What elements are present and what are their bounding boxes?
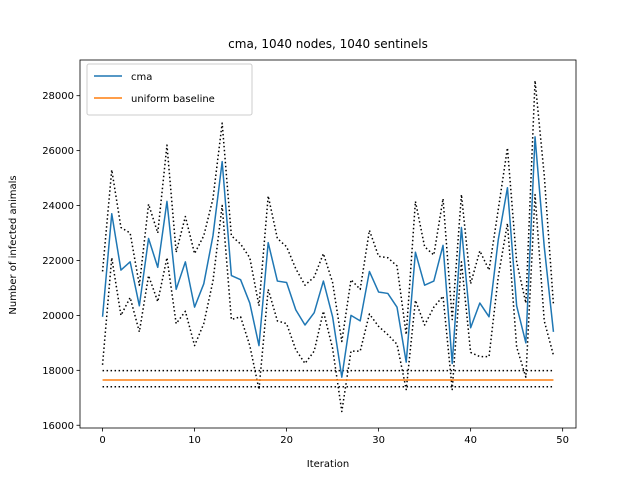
y-tick-label: 28000 — [42, 91, 74, 102]
legend: cma uniform baseline — [86, 63, 253, 116]
series-line-dotted-2 — [101, 79, 555, 343]
legend-label-uniform-baseline: uniform baseline — [131, 94, 215, 105]
x-tick-label: 50 — [556, 435, 569, 446]
y-tick-label: 26000 — [42, 146, 74, 157]
x-axis-label: Iteration — [307, 459, 349, 470]
x-tick-label: 0 — [99, 435, 105, 446]
x-tick-label: 20 — [280, 435, 293, 446]
y-tick-label: 20000 — [42, 311, 74, 322]
series-line-dotted-3 — [101, 193, 555, 413]
x-tick-label: 40 — [464, 435, 477, 446]
legend-box — [86, 63, 253, 116]
x-tick-label: 10 — [188, 435, 201, 446]
y-axis-label: Number of infected animals — [8, 175, 19, 314]
y-tick-label: 24000 — [42, 201, 74, 212]
x-tick-label: 30 — [372, 435, 385, 446]
axes: 0 10 20 30 40 50 16000 18000 20000 22000 24000 2600… — [42, 59, 577, 446]
legend-label-cma: cma — [131, 72, 152, 83]
plot-area — [101, 79, 555, 413]
y-tick-label: 16000 — [42, 421, 74, 432]
series-lines — [101, 79, 555, 413]
series-line-cma — [101, 136, 555, 378]
y-tick-label: 18000 — [42, 366, 74, 377]
y-tick-label: 22000 — [42, 256, 74, 267]
axes-frame — [79, 59, 577, 429]
chart-title: cma, 1040 nodes, 1040 sentinels — [228, 37, 428, 51]
